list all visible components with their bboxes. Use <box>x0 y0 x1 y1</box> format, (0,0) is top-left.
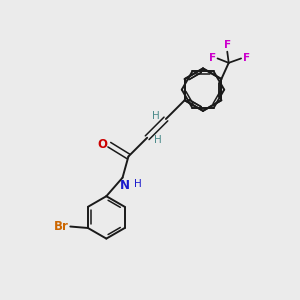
Text: F: F <box>243 53 250 63</box>
Text: N: N <box>120 179 130 192</box>
Text: H: H <box>134 179 142 189</box>
Text: F: F <box>209 53 216 63</box>
Text: F: F <box>224 40 231 50</box>
Text: Br: Br <box>54 220 69 233</box>
Text: H: H <box>154 135 161 145</box>
Text: H: H <box>152 111 159 121</box>
Text: O: O <box>97 138 107 151</box>
